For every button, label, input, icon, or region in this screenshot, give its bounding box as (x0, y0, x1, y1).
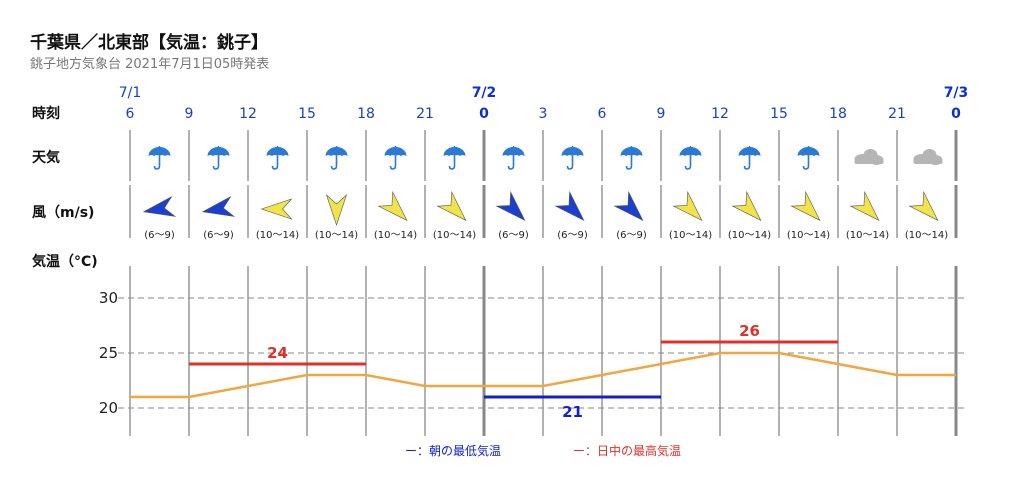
wind-speed-range: (6～9) (203, 230, 234, 241)
rain-umbrella-icon (502, 146, 525, 170)
hour-label: 9 (185, 106, 194, 122)
rain-umbrella-icon (738, 146, 761, 170)
y-tick-label: 25 (99, 344, 118, 362)
rain-umbrella-icon (561, 146, 584, 170)
wind-speed-range: (10～14) (728, 230, 771, 241)
cloud-icon (854, 149, 884, 165)
wind-arrow-icon (790, 190, 821, 221)
hour-label: 21 (416, 106, 434, 122)
hour-label: 12 (711, 106, 729, 122)
temperature-line (130, 351, 956, 399)
wind-speed-range: (10～14) (315, 230, 358, 241)
row-label-wind: 風（m/s) (32, 205, 94, 221)
wind-arrow-icon (908, 190, 939, 221)
wind-arrow-icon (495, 190, 526, 221)
weather-row (148, 146, 943, 170)
wind-arrow-icon (672, 190, 703, 221)
wind-speed-range: (6～9) (144, 230, 175, 241)
wind-speed-range: (6～9) (498, 230, 529, 241)
legend: ー：朝の最低気温 ー：日中の最高気温 (405, 443, 681, 458)
wind-speed-range: (10～14) (846, 230, 889, 241)
rain-umbrella-icon (266, 146, 289, 170)
legend-min: ー：朝の最低気温 (405, 443, 501, 458)
date-label: 7/1 (119, 85, 142, 101)
wind-speed-range: (10～14) (433, 230, 476, 241)
wind-arrow-icon (142, 195, 177, 217)
wind-row: (6～9) (6～9) (10～14) (10～14) (10～14) (10～14) (6… (142, 190, 948, 241)
hour-label: 0 (479, 106, 489, 122)
rain-umbrella-icon (325, 146, 348, 170)
time-axis: 7/1 7/2 7/3 6 9 12 15 18 21 0 3 6 9 12 15 18 21 0 (119, 85, 969, 122)
y-tick-label: 30 (99, 289, 118, 307)
wind-arrow-icon (325, 194, 348, 226)
wind-arrow-icon (436, 190, 467, 221)
min-temp-label: 21 (562, 403, 583, 421)
rain-umbrella-icon (207, 146, 230, 170)
wind-speed-range: (10～14) (374, 230, 417, 241)
date-label: 7/2 (472, 85, 497, 101)
wind-arrow-icon (554, 190, 585, 221)
wind-speed-range: (6～9) (557, 230, 588, 241)
y-tick-label: 20 (99, 399, 118, 417)
wind-speed-range: (10～14) (787, 230, 830, 241)
wind-arrow-icon (201, 195, 236, 217)
hour-label: 3 (539, 106, 548, 122)
wind-arrow-icon (849, 190, 880, 221)
wind-arrow-icon (260, 198, 293, 220)
hour-label: 18 (829, 106, 847, 122)
hour-label: 0 (951, 106, 961, 122)
hour-label: 6 (126, 106, 135, 122)
wind-arrow-icon (613, 190, 644, 221)
hour-label: 21 (888, 106, 906, 122)
hour-label: 15 (298, 106, 316, 122)
grid-layer: 20 25 30 (99, 130, 968, 436)
row-label-weather: 天気 (32, 149, 60, 166)
rain-umbrella-icon (797, 146, 820, 170)
wind-speed-range: (10～14) (669, 230, 712, 241)
max-temp-label: 26 (739, 322, 760, 340)
rain-umbrella-icon (620, 146, 643, 170)
issue-info: 銚子地方気象台 2021年7月1日05時発表 (30, 57, 270, 72)
row-label-temp: 気温（°C) (32, 253, 98, 270)
wind-speed-range: (10～14) (905, 230, 948, 241)
page-title: 千葉県／北東部【気温：銚子】 (30, 33, 268, 53)
wind-speed-range: (10～14) (256, 230, 299, 241)
wind-arrow-icon (377, 190, 408, 221)
rain-umbrella-icon (384, 146, 407, 170)
rain-umbrella-icon (443, 146, 466, 170)
cloud-icon (913, 149, 943, 165)
max-temp-label: 24 (267, 344, 288, 362)
row-label-time: 時刻 (32, 105, 60, 122)
wind-arrow-icon (731, 190, 762, 221)
wind-speed-range: (6～9) (616, 230, 647, 241)
hour-label: 9 (657, 106, 666, 122)
date-label: 7/3 (944, 85, 969, 101)
rain-umbrella-icon (679, 146, 702, 170)
legend-max: ー：日中の最高気温 (573, 443, 681, 458)
rain-umbrella-icon (148, 146, 171, 170)
temperature-plot: 24 26 21 (130, 322, 956, 421)
hour-label: 18 (357, 106, 375, 122)
hour-label: 12 (239, 106, 257, 122)
hour-label: 6 (598, 106, 607, 122)
hour-label: 15 (770, 106, 788, 122)
